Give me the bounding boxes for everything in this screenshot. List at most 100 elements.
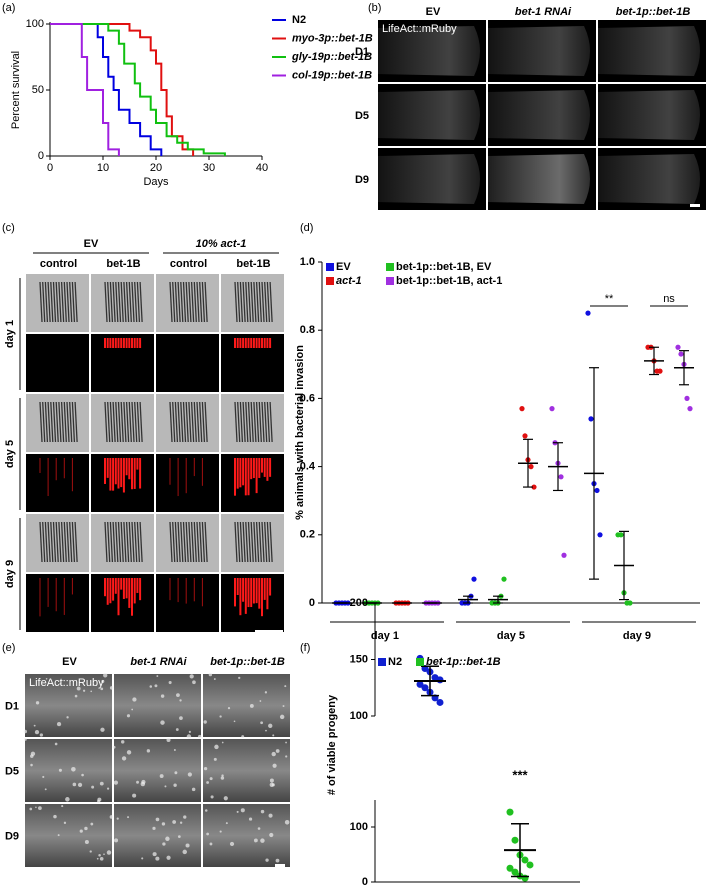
- worm: [190, 401, 195, 443]
- worm: [266, 281, 271, 323]
- granule: [99, 856, 104, 861]
- data-point: [528, 464, 534, 470]
- legend-swatch: [378, 658, 386, 666]
- column-header: EV: [62, 656, 77, 668]
- granule: [23, 737, 27, 741]
- micrograph: [203, 674, 290, 737]
- column-header: bet-1p::bet-1B: [616, 6, 691, 18]
- worm: [245, 281, 249, 323]
- granule: [271, 751, 276, 757]
- worm: [234, 521, 238, 563]
- worm: [258, 281, 262, 323]
- granule: [132, 697, 137, 702]
- granule: [259, 700, 262, 702]
- column-header: bet-1 RNAi: [130, 656, 187, 668]
- granule: [61, 805, 64, 808]
- granule: [159, 774, 164, 779]
- worm: [253, 521, 257, 563]
- granule: [82, 689, 86, 692]
- granule: [214, 744, 219, 750]
- data-point: [519, 406, 525, 412]
- granule: [30, 763, 33, 767]
- x-tick-label: 30: [203, 162, 215, 174]
- worm: [131, 281, 135, 323]
- micrograph-tissue: [378, 90, 480, 140]
- granule: [132, 793, 137, 798]
- worm: [169, 281, 173, 323]
- granule: [74, 694, 78, 698]
- micrograph-tissue: [598, 26, 700, 76]
- granule: [59, 682, 62, 685]
- worm: [42, 401, 46, 443]
- worm: [177, 521, 181, 563]
- micrograph: [25, 739, 112, 802]
- granule: [79, 829, 83, 833]
- column-header: bet-1 RNAi: [515, 6, 572, 18]
- granule: [54, 742, 58, 746]
- worm: [123, 521, 127, 563]
- group-header: 10% act-1: [196, 238, 247, 250]
- granule: [271, 783, 275, 787]
- panel-label: (d): [300, 222, 313, 234]
- worm: [139, 521, 143, 563]
- granule: [97, 799, 100, 803]
- data-point: [588, 416, 594, 422]
- granule: [203, 766, 208, 771]
- granule: [99, 781, 104, 786]
- row-label: day 1: [4, 320, 16, 348]
- legend-swatch: [386, 277, 394, 285]
- panel-label: (a): [2, 2, 15, 14]
- worm: [71, 521, 76, 563]
- x-axis-label: Days: [143, 176, 169, 188]
- y-tick-label: 0: [309, 597, 315, 609]
- granule: [229, 841, 235, 847]
- granule: [109, 686, 114, 690]
- data-point: [511, 836, 519, 844]
- worm: [172, 521, 176, 563]
- worm: [253, 281, 257, 323]
- granule: [192, 680, 196, 685]
- granule: [233, 720, 236, 723]
- legend-label: gly-19p::bet-1B: [291, 51, 372, 63]
- y-tick-label: 150: [350, 653, 368, 665]
- worm: [185, 281, 189, 323]
- worm: [136, 401, 141, 443]
- granule: [172, 820, 177, 824]
- granule: [253, 838, 258, 843]
- data-point: [522, 433, 528, 439]
- legend-label: N2: [388, 656, 402, 668]
- column-header: EV: [426, 6, 441, 18]
- legend-label: EV: [336, 261, 351, 273]
- granule: [260, 809, 265, 814]
- micrograph: [91, 454, 154, 512]
- worm: [247, 521, 252, 563]
- legend-swatch: [386, 263, 394, 271]
- granule: [210, 795, 214, 799]
- image-overlay: LifeAct::mRuby: [29, 677, 104, 689]
- granule: [127, 816, 130, 819]
- y-tick-label: 1.0: [300, 256, 315, 268]
- granule: [112, 745, 116, 749]
- worm: [188, 401, 192, 443]
- worm: [169, 401, 173, 443]
- worm: [242, 401, 246, 443]
- significance-label: ns: [663, 293, 675, 305]
- micrograph-tissue: [488, 90, 590, 140]
- worm: [39, 401, 43, 443]
- worm: [128, 401, 132, 443]
- worm: [261, 281, 265, 323]
- granule: [162, 842, 166, 846]
- granule: [206, 832, 209, 836]
- micrograph: [156, 454, 219, 512]
- granule: [42, 775, 45, 779]
- worm: [125, 401, 130, 443]
- micrograph: [91, 334, 154, 392]
- worm: [237, 401, 241, 443]
- worm: [58, 401, 62, 443]
- granule: [166, 737, 171, 743]
- y-tick-label: 0.6: [300, 392, 315, 404]
- micrograph: [114, 674, 201, 737]
- granule: [209, 777, 213, 781]
- worm: [169, 521, 173, 563]
- granule: [165, 836, 170, 841]
